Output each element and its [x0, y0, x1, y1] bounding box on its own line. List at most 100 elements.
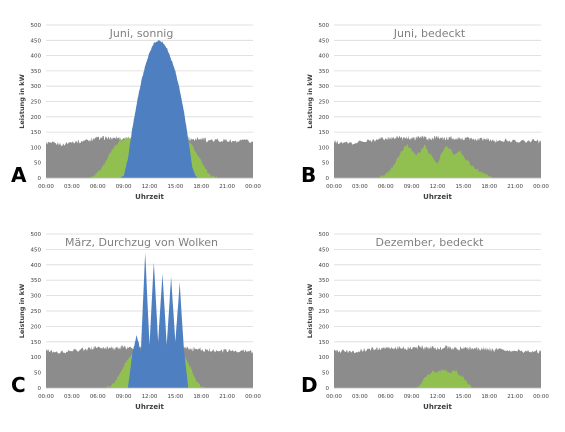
- x-tick-label: 12:00: [142, 394, 158, 400]
- y-tick-label: 0: [38, 386, 42, 392]
- x-axis-label: Uhrzeit: [423, 403, 452, 411]
- y-tick-label: 0: [38, 176, 42, 182]
- chart-panel-a: 0 50 100 150 200 250 300 350 400 450 500 00:00 03:00…: [11, 23, 261, 201]
- x-tick-label: 15:00: [455, 184, 471, 190]
- y-tick-label: 150: [319, 130, 330, 136]
- y-axis-label: Leistung in kW: [306, 74, 314, 129]
- x-tick-label: 09:00: [404, 394, 420, 400]
- y-tick-label: 150: [31, 130, 42, 136]
- y-axis-label: Leistung in kW: [18, 74, 26, 129]
- x-tick-label: 00:00: [326, 394, 342, 400]
- chart-title: März, Durchzug von Wolken: [65, 236, 218, 249]
- y-tick-label: 500: [319, 232, 330, 238]
- y-tick-label: 250: [319, 100, 330, 106]
- y-tick-label: 300: [31, 84, 42, 90]
- y-tick-label: 200: [31, 115, 42, 121]
- x-tick-label: 00:00: [533, 184, 549, 190]
- y-tick-label: 200: [319, 324, 330, 330]
- x-tick-label: 09:00: [404, 184, 420, 190]
- y-tick-label: 450: [31, 38, 42, 44]
- y-tick-label: 300: [319, 84, 330, 90]
- y-tick-label: 200: [31, 324, 42, 330]
- y-tick-label: 450: [319, 247, 330, 253]
- x-tick-label: 12:00: [142, 184, 158, 190]
- x-tick-label: 00:00: [38, 394, 54, 400]
- y-tick-label: 200: [319, 115, 330, 121]
- chart-title: Dezember, bedeckt: [376, 236, 485, 249]
- y-tick-label: 100: [319, 145, 330, 151]
- x-tick-label: 06:00: [90, 394, 106, 400]
- x-tick-label: 15:00: [167, 394, 183, 400]
- x-tick-label: 03:00: [64, 394, 80, 400]
- y-tick-label: 0: [326, 176, 330, 182]
- y-tick-label: 150: [31, 340, 42, 346]
- y-axis-label: Leistung in kW: [306, 284, 314, 339]
- grid-load-area: [334, 345, 541, 388]
- y-tick-label: 50: [34, 371, 41, 377]
- x-tick-label: 00:00: [533, 394, 549, 400]
- y-tick-label: 350: [319, 278, 330, 284]
- pv-excess-area: [46, 252, 253, 388]
- y-tick-label: 350: [31, 69, 42, 75]
- x-tick-label: 12:00: [430, 184, 446, 190]
- x-tick-label: 09:00: [116, 394, 132, 400]
- x-tick-label: 00:00: [326, 184, 342, 190]
- x-tick-label: 15:00: [167, 184, 183, 190]
- chart-title: Juni, sonnig: [109, 27, 174, 40]
- x-tick-label: 06:00: [90, 184, 106, 190]
- y-tick-label: 450: [319, 38, 330, 44]
- y-tick-label: 350: [319, 69, 330, 75]
- x-tick-label: 21:00: [507, 394, 523, 400]
- x-tick-label: 00:00: [245, 394, 261, 400]
- y-tick-label: 100: [319, 355, 330, 361]
- x-tick-label: 21:00: [219, 184, 235, 190]
- x-tick-label: 18:00: [481, 184, 497, 190]
- x-tick-label: 06:00: [378, 184, 394, 190]
- pv-excess-area: [46, 40, 253, 178]
- x-tick-label: 21:00: [219, 394, 235, 400]
- y-tick-label: 50: [34, 161, 41, 167]
- x-tick-label: 00:00: [245, 184, 261, 190]
- y-tick-label: 350: [31, 278, 42, 284]
- y-tick-label: 150: [319, 340, 330, 346]
- y-tick-label: 400: [31, 263, 42, 269]
- y-tick-label: 100: [31, 355, 42, 361]
- y-tick-label: 450: [31, 247, 42, 253]
- y-tick-label: 500: [319, 23, 330, 29]
- y-tick-label: 300: [319, 294, 330, 300]
- x-tick-label: 12:00: [430, 394, 446, 400]
- x-tick-label: 03:00: [352, 394, 368, 400]
- panel-letter: D: [301, 373, 318, 397]
- y-tick-label: 50: [322, 371, 329, 377]
- y-tick-label: 400: [319, 54, 330, 60]
- chart-panel-b: 0 50 100 150 200 250 300 350 400 450 500 00:00 03:00…: [301, 23, 549, 201]
- pv-self-consumption-area: [334, 143, 541, 178]
- y-tick-label: 100: [31, 145, 42, 151]
- y-tick-label: 400: [319, 263, 330, 269]
- panel-letter: A: [11, 163, 27, 187]
- y-tick-label: 50: [322, 161, 329, 167]
- x-tick-label: 03:00: [64, 184, 80, 190]
- y-tick-label: 500: [31, 232, 42, 238]
- panel-letter: C: [11, 373, 26, 397]
- y-axis-label: Leistung in kW: [18, 284, 26, 339]
- y-tick-label: 300: [31, 294, 42, 300]
- x-axis-label: Uhrzeit: [135, 193, 164, 201]
- x-tick-label: 18:00: [481, 394, 497, 400]
- x-tick-label: 00:00: [38, 184, 54, 190]
- y-tick-label: 400: [31, 54, 42, 60]
- x-tick-label: 21:00: [507, 184, 523, 190]
- pv-self-consumption-area: [334, 368, 541, 388]
- x-tick-label: 09:00: [116, 184, 132, 190]
- y-tick-label: 250: [31, 309, 42, 315]
- x-tick-label: 03:00: [352, 184, 368, 190]
- chart-panel-d: 0 50 100 150 200 250 300 350 400 450 500 00:00 03:00…: [301, 232, 549, 411]
- chart-title: Juni, bedeckt: [393, 27, 466, 40]
- grid-load-area: [334, 135, 541, 178]
- x-axis-label: Uhrzeit: [135, 403, 164, 411]
- x-tick-label: 15:00: [455, 394, 471, 400]
- x-tick-label: 18:00: [193, 184, 209, 190]
- y-tick-label: 500: [31, 23, 42, 29]
